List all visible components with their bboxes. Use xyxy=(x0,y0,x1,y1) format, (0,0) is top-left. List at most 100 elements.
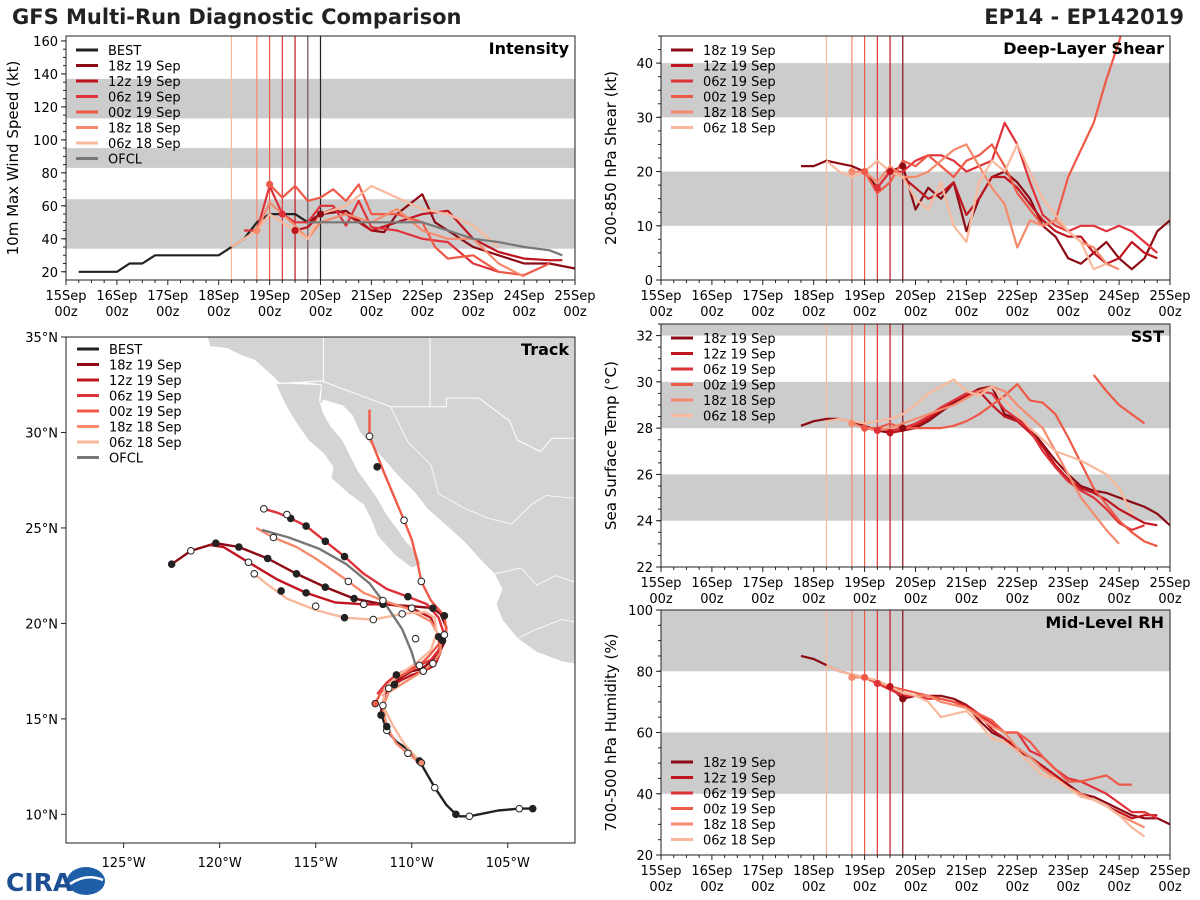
intensity-legend-label: 12z 19 Sep xyxy=(108,75,181,90)
track-position-marker xyxy=(384,684,393,693)
sst-series-line xyxy=(864,383,1158,548)
shear-legend-label: 06z 18 Sep xyxy=(703,122,776,137)
intensity-legend-label: 18z 19 Sep xyxy=(108,60,181,75)
sst-title: SST xyxy=(1131,327,1164,346)
intensity-xtick-label: 16Sep xyxy=(96,289,137,304)
track-legend-label: 06z 19 Sep xyxy=(109,390,182,405)
rh-marker xyxy=(861,673,869,681)
intensity-xtick-label: 21Sep xyxy=(351,289,392,304)
rh-xtick-label-hour: 00z xyxy=(700,880,724,895)
shear-plot-area xyxy=(661,36,1170,280)
intensity-xtick-label-hour: 00z xyxy=(411,305,435,320)
intensity-legend-label: OFCL xyxy=(108,153,143,168)
rh-xtick-label-hour: 00z xyxy=(751,880,775,895)
shear-xtick-label: 19Sep xyxy=(844,289,885,304)
sst-series-line xyxy=(1092,374,1146,425)
sst-xtick-label: 15Sep xyxy=(640,576,681,591)
rh-xtick-label-hour: 00z xyxy=(649,880,673,895)
track-legend-label: 18z 19 Sep xyxy=(109,359,182,374)
sst-series-line xyxy=(877,390,1145,532)
track-legend-label: 00z 19 Sep xyxy=(109,405,182,420)
track-position-marker xyxy=(407,604,416,612)
sst-ylabel: Sea Surface Temp (°C) xyxy=(602,361,620,530)
intensity-ytick-label: 20 xyxy=(41,266,58,281)
rh-plot-area xyxy=(661,610,1170,855)
rh-legend-label: 06z 19 Sep xyxy=(703,787,776,802)
track-position-marker xyxy=(417,577,426,586)
sst-xtick-label-hour: 00z xyxy=(904,592,928,607)
track-position-marker xyxy=(292,569,301,578)
track-position-marker xyxy=(263,554,272,563)
track-line xyxy=(368,409,448,705)
rh-xtick-label-hour: 00z xyxy=(1107,880,1131,895)
shear-xtick-label-hour: 00z xyxy=(751,305,775,320)
intensity-ytick-label: 160 xyxy=(33,35,58,50)
shear-xtick-label: 25Sep xyxy=(1149,289,1190,304)
track-position-marker xyxy=(365,432,374,441)
intensity-series-line xyxy=(268,183,550,277)
sst-ytick-label: 22 xyxy=(636,561,653,576)
track-position-marker xyxy=(373,463,381,471)
sst-ytick-label: 30 xyxy=(636,376,653,391)
track-xtick-label: 110°W xyxy=(390,856,434,871)
track-position-marker xyxy=(244,558,253,567)
shear-xtick-label-hour: 00z xyxy=(649,305,673,320)
track-xtick-label: 125°W xyxy=(102,856,146,871)
track-position-marker xyxy=(419,667,428,675)
sst-xtick-label-hour: 00z xyxy=(955,592,979,607)
rh-series-line xyxy=(864,676,1132,786)
intensity-series-line xyxy=(307,193,575,270)
intensity-legend-label: 06z 19 Sep xyxy=(108,91,181,106)
rh-marker xyxy=(873,679,881,688)
shear-xtick-label-hour: 00z xyxy=(955,305,979,320)
sst-series-line xyxy=(889,390,1158,527)
rh-xtick-label-hour: 00z xyxy=(1006,880,1030,895)
sst-xtick-label-hour: 00z xyxy=(649,592,673,607)
rh-ytick-label: 40 xyxy=(636,788,653,803)
intensity-xtick-label: 20Sep xyxy=(300,289,341,304)
baja-california-land xyxy=(274,382,422,569)
intensity-ytick-label: 100 xyxy=(33,134,58,149)
track-position-marker xyxy=(321,537,330,546)
intensity-marker xyxy=(291,226,299,235)
sst-xtick-label: 23Sep xyxy=(1048,576,1089,591)
track-position-marker xyxy=(283,510,291,519)
track-xtick-label: 105°W xyxy=(486,856,530,871)
intensity-legend-label: 18z 18 Sep xyxy=(108,122,181,137)
rh-ytick-label: 100 xyxy=(628,604,653,619)
track-position-marker xyxy=(440,631,449,639)
rh-legend-label: 18z 19 Sep xyxy=(703,756,776,771)
sst-legend-label: 12z 19 Sep xyxy=(703,348,776,363)
intensity-xtick-label-hour: 00z xyxy=(207,305,231,320)
shear-xtick-label-hour: 00z xyxy=(700,305,724,320)
rh-legend-label: 12z 19 Sep xyxy=(703,772,776,787)
state-border xyxy=(517,619,575,640)
sst-xtick-label-hour: 00z xyxy=(1158,592,1182,607)
track-position-marker xyxy=(430,783,439,792)
sst-marker xyxy=(886,429,894,437)
intensity-ytick-label: 80 xyxy=(41,167,58,182)
intensity-xtick-label: 18Sep xyxy=(198,289,239,304)
intensity-xtick-label-hour: 00z xyxy=(156,305,180,320)
logo-text: CIRA xyxy=(6,868,73,897)
shear-legend-label: 06z 19 Sep xyxy=(703,75,776,90)
sst-panel: 22242628303215Sep00z16Sep00z17Sep00z18Se… xyxy=(602,323,1191,607)
track-position-marker xyxy=(429,659,437,668)
rh-marker xyxy=(886,682,894,691)
track-position-marker xyxy=(528,804,537,813)
rh-xtick-label: 22Sep xyxy=(997,864,1038,879)
shear-marker xyxy=(873,184,881,192)
track-position-marker xyxy=(269,533,278,542)
shear-xtick-label: 16Sep xyxy=(691,289,732,304)
sst-xtick-label-hour: 00z xyxy=(1006,592,1030,607)
track-legend-label: 06z 18 Sep xyxy=(109,436,182,451)
rh-band-1 xyxy=(661,610,1170,672)
rh-xtick-label-hour: 00z xyxy=(853,880,877,895)
shear-xtick-label: 18Sep xyxy=(793,289,834,304)
state-border xyxy=(438,493,575,525)
rh-xtick-label-hour: 00z xyxy=(955,880,979,895)
intensity-ytick-label: 140 xyxy=(33,68,58,83)
sst-ytick-label: 24 xyxy=(636,515,653,530)
shear-xtick-label-hour: 00z xyxy=(853,305,877,320)
shear-panel: 01020304015Sep00z16Sep00z17Sep00z18Sep00… xyxy=(602,35,1191,320)
